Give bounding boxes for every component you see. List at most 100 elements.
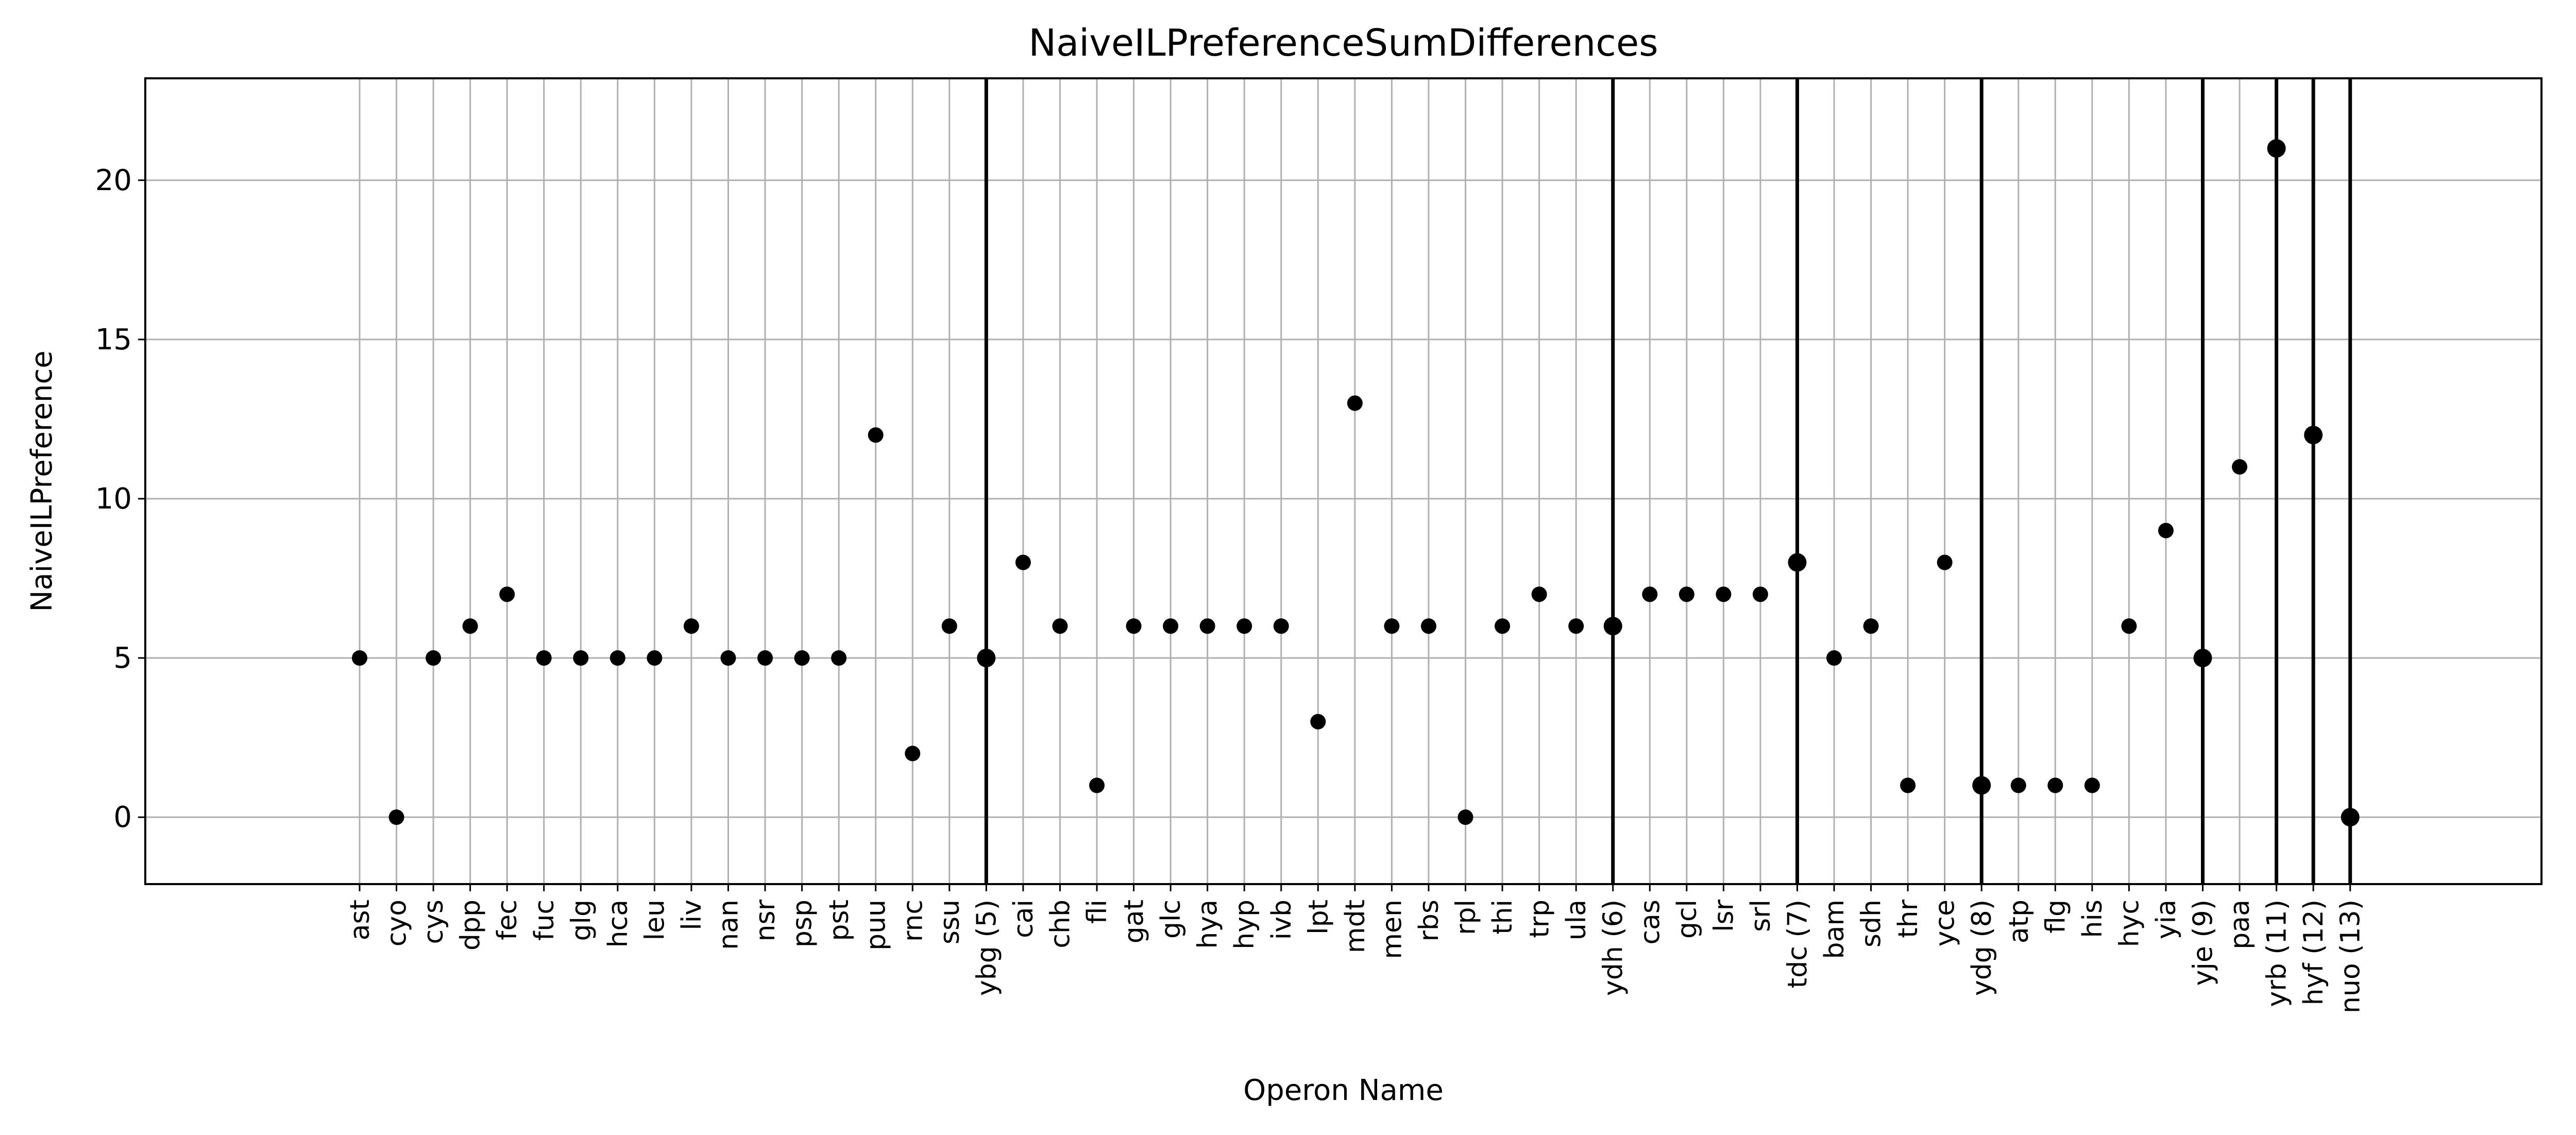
x-tick-label: glc	[1156, 900, 1187, 939]
data-point	[1199, 618, 1215, 634]
y-axis-title: NaiveILPreference	[25, 350, 59, 612]
plot-area-frame	[144, 77, 2543, 885]
chart-title: NaiveILPreferenceSumDifferences	[1028, 21, 1658, 64]
x-tick-label: rpl	[1451, 900, 1482, 935]
data-point	[647, 650, 663, 666]
x-tick-label: chb	[1045, 900, 1076, 948]
data-point	[2304, 426, 2323, 445]
x-tick-label: trp	[1524, 900, 1555, 938]
x-tick-label: thi	[1487, 900, 1518, 935]
data-point	[2121, 618, 2137, 634]
data-point	[499, 586, 515, 602]
x-tick-label: cai	[1008, 900, 1039, 938]
x-tick-label: bam	[1819, 900, 1850, 959]
x-axis-title: Operon Name	[1243, 1074, 1444, 1107]
x-tick-label: fuc	[529, 900, 560, 941]
x-tick-label: cas	[1635, 900, 1666, 945]
data-point	[2267, 139, 2286, 158]
x-tick-label: cys	[418, 900, 449, 944]
y-axis: 0 5 10 15 20	[95, 164, 145, 834]
y-tick-label: 20	[95, 164, 132, 197]
data-point	[2341, 808, 2360, 827]
data-point	[1752, 586, 1768, 602]
x-tick-label: lpt	[1303, 900, 1334, 935]
x-tick-label: hyc	[2114, 900, 2145, 947]
x-tick-label: gat	[1119, 900, 1150, 943]
data-point	[1420, 618, 1436, 634]
data-point	[2047, 777, 2063, 793]
x-tick-label: sdh	[1856, 900, 1887, 947]
data-point	[1568, 618, 1584, 634]
x-tick-label: paa	[2225, 900, 2256, 950]
data-point	[2193, 649, 2212, 668]
data-point	[609, 650, 625, 666]
data-point	[683, 618, 699, 634]
data-point	[1972, 776, 1991, 795]
x-tick-label: ybg (5)	[971, 900, 1002, 996]
data-point	[388, 809, 404, 825]
x-tick-label: men	[1377, 900, 1408, 959]
data-point	[1826, 650, 1842, 666]
x-tick-label: hya	[1193, 900, 1224, 949]
x-tick-label: ula	[1561, 900, 1592, 940]
highlight-lines	[984, 78, 2352, 884]
data-point	[2010, 777, 2026, 793]
x-tick-label: cyo	[382, 900, 413, 946]
data-point	[831, 650, 847, 666]
x-tick-label: atp	[2004, 900, 2035, 943]
data-point	[462, 618, 478, 634]
x-tick-label: fli	[1082, 900, 1113, 924]
data-point	[1458, 809, 1473, 825]
data-point	[1347, 395, 1363, 411]
data-point	[757, 650, 773, 666]
x-tick-label: glg	[566, 900, 597, 941]
x-tick-label: tdc (7)	[1782, 900, 1813, 988]
x-tick-label: ydg (8)	[1967, 900, 1997, 996]
x-tick-label: yce	[1930, 900, 1961, 946]
data-point	[2084, 777, 2100, 793]
data-point	[1163, 618, 1179, 634]
data-point	[2232, 459, 2248, 475]
x-tick-label: lsr	[1708, 899, 1739, 932]
data-point	[1900, 777, 1916, 793]
x-tick-label: gcl	[1672, 900, 1703, 939]
x-axis: ast cyo cys dpp fec fuc glg hca leu liv nan nsr psp p…	[345, 884, 2366, 1013]
x-tick-label: rbs	[1414, 900, 1445, 941]
data-point	[720, 650, 736, 666]
data-point	[1788, 553, 1807, 572]
x-tick-label: yje (9)	[2188, 900, 2219, 986]
y-tick-label: 0	[113, 801, 132, 834]
x-tick-label: dpp	[455, 900, 486, 951]
x-tick-label: flg	[2040, 900, 2071, 934]
x-tick-label: mdt	[1340, 900, 1371, 953]
x-tick-label: leu	[639, 900, 670, 940]
data-point	[1863, 618, 1879, 634]
x-tick-label: yrb (11)	[2262, 900, 2293, 1007]
x-tick-label: thr	[1893, 899, 1924, 938]
data-point	[1384, 618, 1400, 634]
data-point	[1236, 618, 1252, 634]
data-point	[352, 650, 367, 666]
x-tick-label: hyf (12)	[2298, 900, 2329, 1005]
x-tick-label: puu	[861, 900, 892, 951]
y-tick-label: 15	[95, 323, 132, 357]
x-tick-label: nan	[714, 900, 744, 950]
data-point	[905, 746, 921, 761]
data-point	[1679, 586, 1694, 602]
data-point	[573, 650, 589, 666]
data-point	[941, 618, 957, 634]
data-point	[2158, 522, 2174, 538]
x-tick-label: ast	[345, 900, 376, 940]
x-tick-label: ydh (6)	[1598, 900, 1629, 996]
y-tick-label: 10	[95, 482, 132, 516]
x-tick-label: yia	[2151, 900, 2182, 939]
x-tick-label: his	[2077, 900, 2108, 938]
data-point	[1937, 554, 1953, 570]
x-tick-label: liv	[676, 900, 707, 930]
data-point	[1015, 554, 1031, 570]
data-point	[977, 649, 996, 668]
data-point	[1642, 586, 1658, 602]
data-point	[1603, 617, 1622, 636]
x-tick-label: hyp	[1229, 900, 1260, 950]
